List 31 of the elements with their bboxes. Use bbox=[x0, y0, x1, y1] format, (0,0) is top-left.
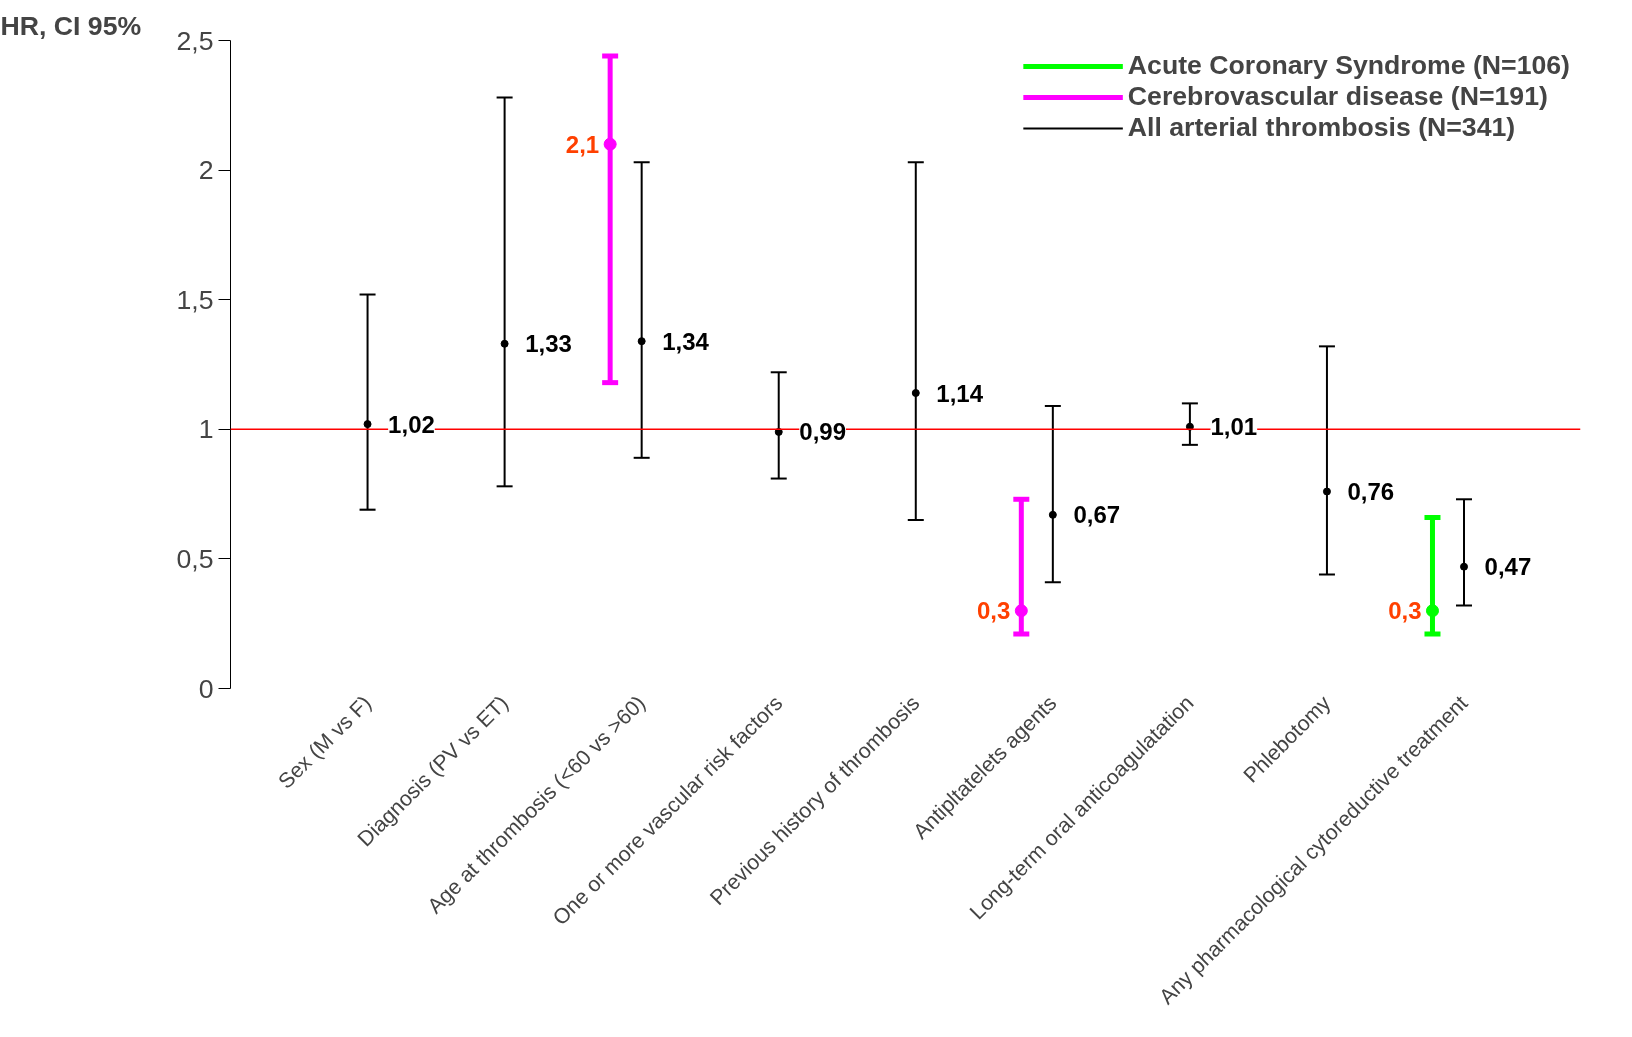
data-label: 1,01 bbox=[1210, 413, 1258, 441]
point bbox=[1185, 422, 1194, 431]
point bbox=[637, 337, 646, 346]
legend-label: Acute Coronary Syndrome (N=106) bbox=[1127, 50, 1570, 81]
data-label: 1,34 bbox=[662, 327, 710, 355]
point bbox=[1322, 487, 1331, 496]
data-label: 1,02 bbox=[388, 410, 435, 438]
y-axis-title: HR, CI 95% bbox=[0, 10, 142, 41]
y-tick-label: 0,5 bbox=[176, 543, 214, 574]
point bbox=[1048, 510, 1057, 519]
y-tick-label: 2 bbox=[198, 155, 214, 186]
point bbox=[1460, 562, 1468, 571]
data-label: 1,33 bbox=[525, 330, 572, 358]
point bbox=[500, 339, 509, 348]
data-label: 0,99 bbox=[799, 418, 846, 446]
data-label: 0,47 bbox=[1484, 553, 1532, 581]
x-tick-label: Sex (M vs F) bbox=[273, 691, 377, 794]
y-tick-label: 1,5 bbox=[176, 284, 214, 315]
point bbox=[911, 389, 920, 398]
point bbox=[363, 420, 372, 429]
data-label: 0,3 bbox=[976, 597, 1011, 625]
data-label: 1,14 bbox=[936, 379, 984, 407]
data-label: 2,1 bbox=[565, 130, 600, 158]
legend-label: Cerebrovascular disease (N=191) bbox=[1127, 81, 1548, 112]
data-label: 0,67 bbox=[1073, 501, 1121, 529]
y-tick-label: 1 bbox=[198, 414, 214, 445]
data-label: 0,3 bbox=[1388, 597, 1422, 625]
data-label: 0,76 bbox=[1347, 478, 1395, 506]
legend-label: All arterial thrombosis (N=341) bbox=[1127, 112, 1516, 143]
y-tick-label: 0 bbox=[198, 673, 214, 704]
y-tick-label: 2,5 bbox=[176, 25, 214, 56]
